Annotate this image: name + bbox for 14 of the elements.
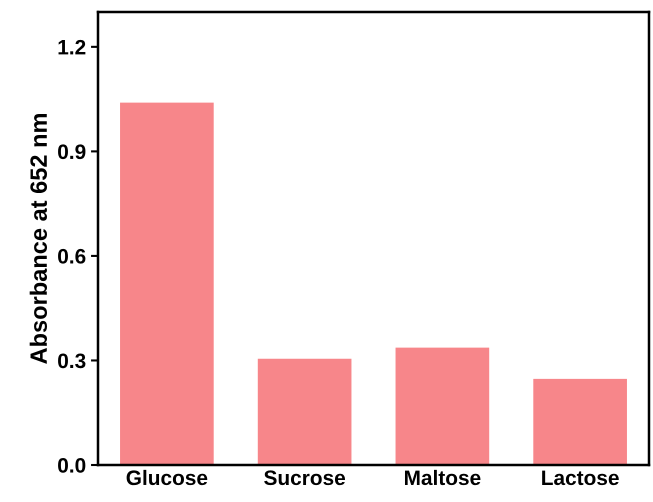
bar [396, 348, 490, 465]
y-tick-label: 0.9 [58, 144, 86, 160]
y-axis-title: Absorbance at 652 nm [30, 114, 48, 364]
bar [120, 102, 214, 465]
x-tick-label: Maltose [404, 470, 480, 486]
y-tick-label: 0.3 [58, 353, 86, 368]
y-tick-label: 0.0 [58, 458, 86, 473]
x-tick-label: Glucose [126, 470, 208, 486]
x-tick-label: Sucrose [264, 470, 346, 486]
y-tick-label: 0.6 [58, 248, 86, 264]
x-tick-label: Lactose [542, 470, 619, 486]
bar [533, 378, 627, 465]
bar [258, 358, 352, 465]
y-tick-label: 1.2 [58, 40, 86, 54]
